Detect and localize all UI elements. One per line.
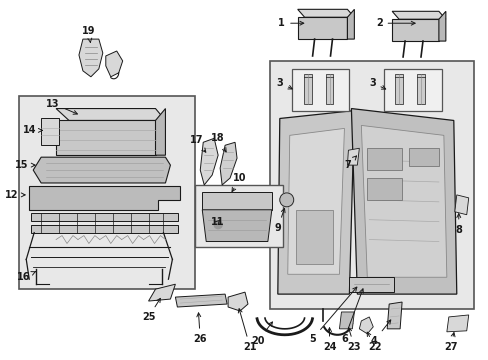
Text: 19: 19 <box>82 26 96 42</box>
Polygon shape <box>346 9 354 39</box>
Bar <box>19 96 195 289</box>
Text: 11: 11 <box>211 217 224 227</box>
Polygon shape <box>175 294 226 307</box>
Text: 17: 17 <box>189 135 205 152</box>
Polygon shape <box>297 9 354 17</box>
Polygon shape <box>56 109 165 121</box>
Polygon shape <box>29 186 180 210</box>
Text: 15: 15 <box>15 160 35 170</box>
Bar <box>416 74 424 104</box>
Text: 12: 12 <box>4 190 25 200</box>
Circle shape <box>279 193 293 207</box>
Text: 13: 13 <box>46 99 77 114</box>
Text: 2: 2 <box>375 18 414 28</box>
Text: 9: 9 <box>274 208 285 233</box>
Bar <box>303 74 311 104</box>
Text: 3: 3 <box>276 78 292 89</box>
Text: 10: 10 <box>232 173 246 192</box>
Bar <box>349 277 393 292</box>
Bar <box>384 69 441 111</box>
Bar <box>295 210 333 264</box>
Polygon shape <box>391 11 445 19</box>
Polygon shape <box>202 210 271 242</box>
Bar <box>325 74 333 104</box>
Polygon shape <box>200 138 218 185</box>
Polygon shape <box>287 129 344 274</box>
Text: 25: 25 <box>142 298 160 322</box>
Bar <box>31 225 178 233</box>
Text: 24: 24 <box>322 328 336 352</box>
Polygon shape <box>361 125 446 277</box>
Text: 16: 16 <box>17 271 36 282</box>
Bar <box>394 74 402 104</box>
Polygon shape <box>391 19 438 41</box>
Polygon shape <box>148 284 175 301</box>
Text: 7: 7 <box>344 156 356 170</box>
Polygon shape <box>33 157 170 183</box>
Bar <box>269 61 473 309</box>
Polygon shape <box>220 142 237 185</box>
Bar <box>195 185 282 247</box>
Text: 22: 22 <box>366 332 381 352</box>
Text: 3: 3 <box>368 78 385 89</box>
Text: 8: 8 <box>454 213 461 235</box>
Polygon shape <box>438 11 445 41</box>
Bar <box>291 69 349 111</box>
Text: 14: 14 <box>22 125 42 135</box>
Polygon shape <box>41 118 59 145</box>
Text: 27: 27 <box>443 333 457 352</box>
Bar <box>366 178 401 200</box>
Text: 20: 20 <box>251 322 272 346</box>
Polygon shape <box>105 51 122 77</box>
Bar <box>31 213 178 221</box>
Polygon shape <box>351 109 456 294</box>
Polygon shape <box>79 39 102 77</box>
Polygon shape <box>277 111 354 294</box>
Polygon shape <box>297 17 346 39</box>
Text: 5: 5 <box>308 287 356 344</box>
Polygon shape <box>346 148 359 165</box>
Text: 1: 1 <box>278 18 303 28</box>
Polygon shape <box>155 109 165 155</box>
Polygon shape <box>359 317 372 334</box>
Bar <box>366 148 401 170</box>
Polygon shape <box>339 312 354 329</box>
Text: 6: 6 <box>340 289 363 344</box>
Text: 21: 21 <box>238 309 256 352</box>
Bar <box>408 148 438 166</box>
Text: 18: 18 <box>211 133 225 152</box>
Text: 23: 23 <box>347 328 360 352</box>
Polygon shape <box>454 195 468 215</box>
Polygon shape <box>56 121 155 155</box>
Text: 26: 26 <box>193 313 206 344</box>
Polygon shape <box>446 315 468 332</box>
Polygon shape <box>386 302 401 329</box>
Circle shape <box>214 221 222 229</box>
Polygon shape <box>202 192 271 210</box>
Text: 4: 4 <box>370 320 390 346</box>
Polygon shape <box>227 292 247 311</box>
